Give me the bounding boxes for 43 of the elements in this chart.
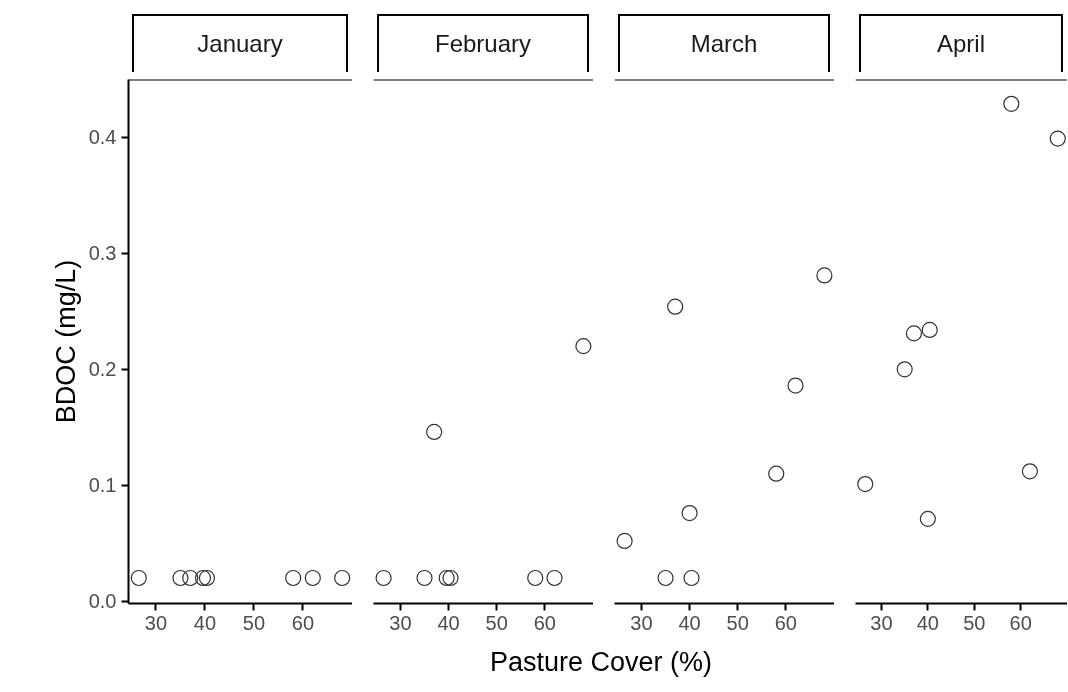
x-tick-label: 30 — [144, 611, 168, 634]
x-tick-label: 60 — [774, 611, 798, 634]
chart-title: February — [434, 29, 532, 59]
point — [787, 377, 804, 394]
y-tick-label: 0.0 — [88, 590, 117, 613]
x-tick-label: 60 — [533, 611, 557, 634]
point — [905, 325, 923, 342]
x-tick-label: 40 — [437, 611, 460, 634]
point — [616, 532, 633, 549]
x-tick-label: 30 — [389, 611, 412, 634]
y-tick-label: 0.1 — [88, 474, 117, 497]
point — [681, 504, 698, 522]
x-tick-label: 30 — [870, 611, 893, 634]
point — [816, 267, 833, 284]
point — [857, 476, 874, 493]
point — [657, 569, 674, 587]
x-tick-label: 40 — [193, 611, 217, 634]
x-tick-label: 60 — [1009, 611, 1032, 634]
y-tick-label: 0.2 — [88, 358, 117, 381]
x-tick-label: 60 — [291, 611, 315, 634]
chart-title: January — [197, 29, 283, 59]
point — [667, 298, 684, 315]
x-tick-label: 50 — [242, 611, 266, 634]
x-tick-label: 40 — [678, 611, 701, 634]
point — [921, 321, 938, 338]
chart-title: April — [936, 29, 985, 59]
point — [1003, 95, 1020, 112]
x-tick-label: 30 — [630, 611, 653, 634]
point — [1049, 130, 1066, 147]
x-tick-label: 50 — [485, 611, 508, 634]
chart-title: March — [690, 29, 758, 59]
point — [683, 569, 700, 587]
y-tick-label: 0.3 — [88, 242, 117, 265]
point — [896, 361, 913, 378]
point — [919, 510, 936, 527]
point — [1021, 463, 1039, 480]
x-tick-label: 40 — [916, 611, 939, 634]
y-tick-label: 0.4 — [88, 126, 117, 149]
x-tick-label: 50 — [963, 611, 986, 634]
y-axis-title: BDOC (mg/L) — [50, 259, 81, 424]
x-axis-title: Pasture Cover (%) — [489, 646, 713, 679]
x-tick-label: 50 — [726, 611, 749, 634]
point — [768, 465, 785, 482]
